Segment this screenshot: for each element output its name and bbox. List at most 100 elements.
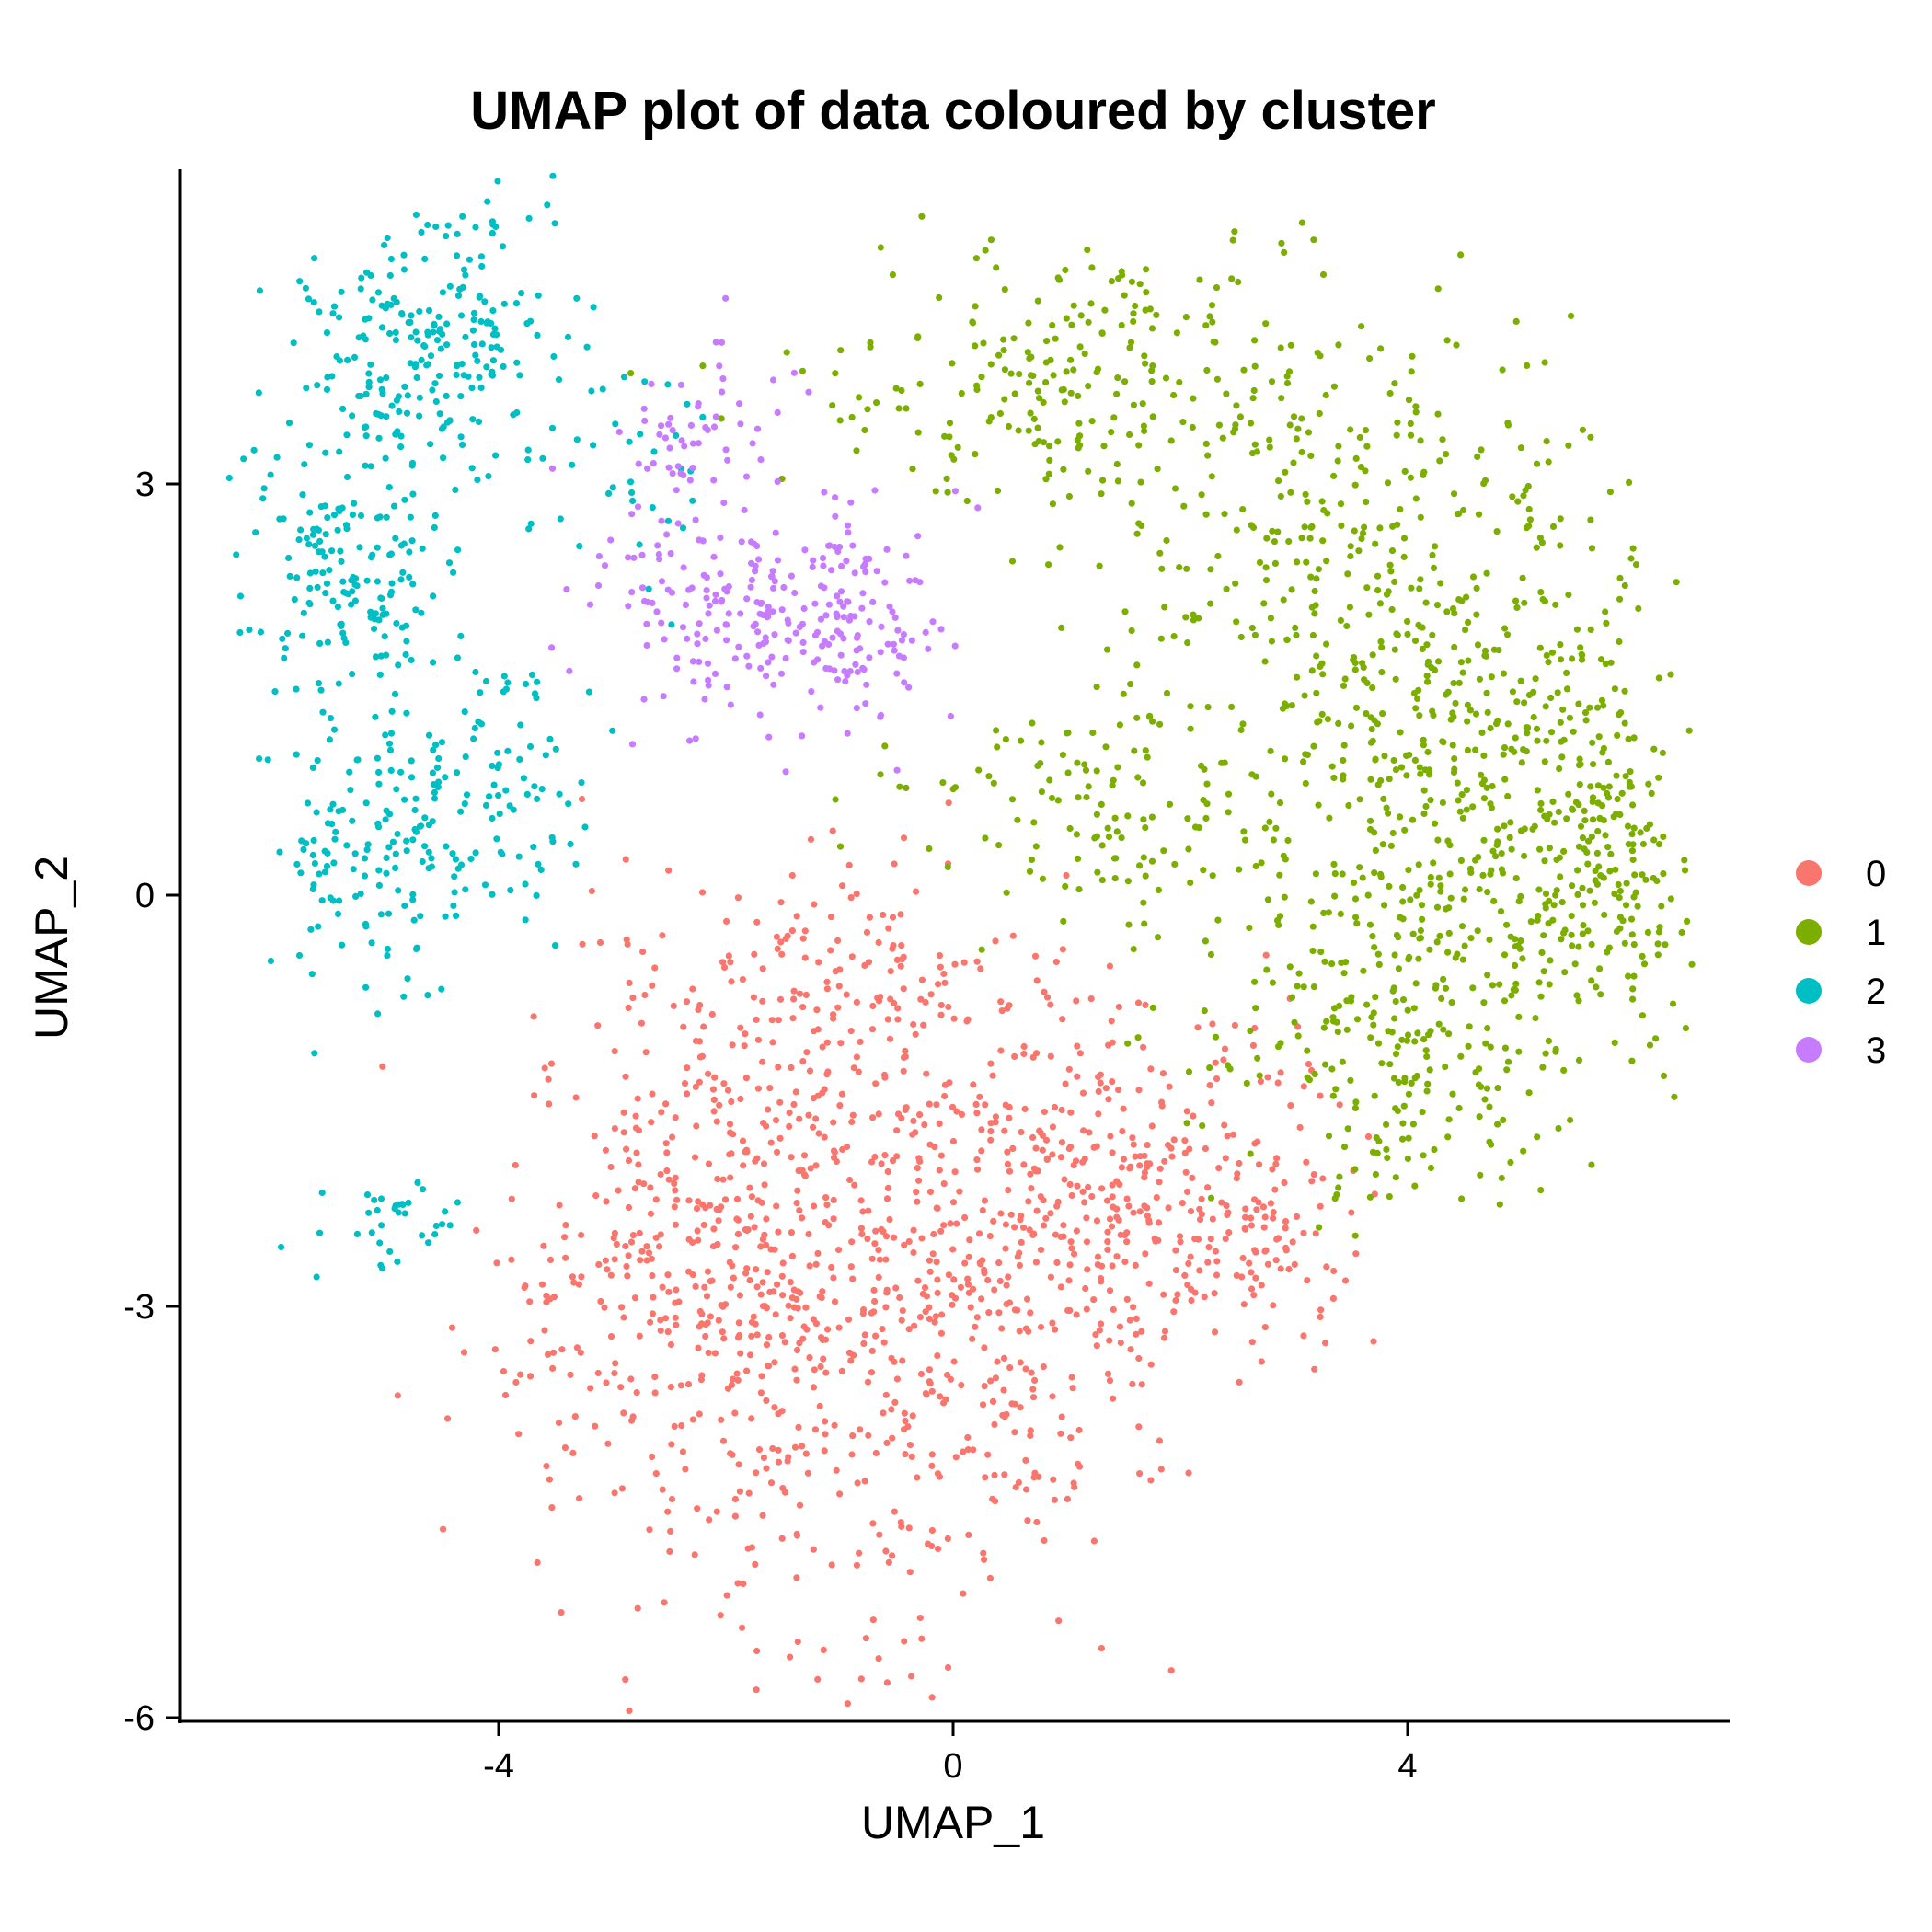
point-cluster-1 xyxy=(1214,552,1222,560)
point-cluster-1 xyxy=(1481,647,1489,655)
point-cluster-0 xyxy=(1323,1263,1330,1271)
point-cluster-2 xyxy=(435,372,443,380)
point-cluster-1 xyxy=(996,409,1004,418)
point-cluster-2 xyxy=(285,420,293,427)
point-cluster-0 xyxy=(855,1068,862,1075)
point-cluster-0 xyxy=(1317,1313,1324,1320)
point-cluster-3 xyxy=(846,668,854,675)
point-cluster-0 xyxy=(788,1252,797,1259)
point-cluster-1 xyxy=(1503,631,1512,638)
point-cluster-0 xyxy=(1147,1065,1155,1073)
point-cluster-1 xyxy=(1494,1085,1501,1092)
point-cluster-0 xyxy=(691,1154,699,1161)
point-cluster-1 xyxy=(1139,400,1146,408)
point-cluster-0 xyxy=(875,1247,882,1254)
point-cluster-1 xyxy=(1549,798,1557,806)
point-cluster-3 xyxy=(677,381,685,388)
point-cluster-0 xyxy=(558,1609,565,1616)
point-cluster-1 xyxy=(1120,690,1127,697)
point-cluster-0 xyxy=(926,1378,933,1386)
point-cluster-1 xyxy=(1383,1145,1390,1153)
point-cluster-2 xyxy=(354,756,362,764)
point-cluster-1 xyxy=(1533,544,1540,551)
point-cluster-2 xyxy=(636,541,643,548)
point-cluster-0 xyxy=(769,1444,776,1453)
point-cluster-3 xyxy=(772,529,779,536)
point-cluster-2 xyxy=(416,307,423,316)
point-cluster-0 xyxy=(853,1053,861,1061)
point-cluster-0 xyxy=(880,1228,887,1236)
point-cluster-3 xyxy=(712,591,719,598)
point-cluster-2 xyxy=(419,1186,427,1193)
point-cluster-2 xyxy=(323,862,331,870)
point-cluster-3 xyxy=(663,531,671,538)
point-cluster-1 xyxy=(1401,826,1409,834)
point-cluster-0 xyxy=(849,1111,857,1119)
point-cluster-0 xyxy=(1159,1070,1167,1077)
point-cluster-0 xyxy=(947,1220,954,1227)
chart-title: UMAP plot of data coloured by cluster xyxy=(470,81,1436,141)
point-cluster-1 xyxy=(1543,737,1550,744)
point-cluster-2 xyxy=(387,550,395,558)
point-cluster-2 xyxy=(424,221,431,229)
point-cluster-0 xyxy=(837,1040,845,1047)
point-cluster-1 xyxy=(1616,574,1624,582)
point-cluster-0 xyxy=(861,961,868,969)
point-cluster-1 xyxy=(1430,564,1438,572)
legend-key-cluster-2 xyxy=(1796,978,1822,1004)
point-cluster-0 xyxy=(899,1357,906,1364)
series-cluster-1 xyxy=(627,213,1696,1239)
point-cluster-0 xyxy=(1136,1208,1144,1215)
point-cluster-0 xyxy=(961,1259,969,1267)
point-cluster-2 xyxy=(364,841,372,848)
point-cluster-0 xyxy=(1240,1301,1248,1308)
point-cluster-1 xyxy=(1098,842,1106,849)
point-cluster-2 xyxy=(446,282,454,290)
point-cluster-1 xyxy=(987,361,995,368)
point-cluster-0 xyxy=(671,1203,678,1211)
point-cluster-1 xyxy=(1064,730,1071,737)
point-cluster-0 xyxy=(702,1332,709,1340)
point-cluster-0 xyxy=(893,956,902,963)
point-cluster-1 xyxy=(1108,278,1115,285)
point-cluster-0 xyxy=(916,1314,925,1321)
point-cluster-1 xyxy=(982,247,989,254)
point-cluster-1 xyxy=(1293,631,1300,639)
point-cluster-0 xyxy=(849,1275,857,1282)
point-cluster-1 xyxy=(1515,1013,1523,1020)
point-cluster-0 xyxy=(914,1474,921,1481)
point-cluster-3 xyxy=(722,621,730,628)
point-cluster-1 xyxy=(1133,661,1141,669)
point-cluster-0 xyxy=(1352,1250,1360,1258)
point-cluster-1 xyxy=(1102,743,1110,751)
point-cluster-2 xyxy=(398,311,406,318)
point-cluster-0 xyxy=(910,1117,917,1124)
point-cluster-1 xyxy=(1322,391,1329,399)
point-cluster-1 xyxy=(1490,646,1498,653)
point-cluster-0 xyxy=(949,1199,958,1206)
point-cluster-0 xyxy=(759,965,766,972)
point-cluster-0 xyxy=(1127,1163,1134,1170)
point-cluster-2 xyxy=(512,300,521,307)
point-cluster-2 xyxy=(489,229,496,236)
point-cluster-0 xyxy=(934,1276,941,1283)
point-cluster-0 xyxy=(884,1016,891,1023)
point-cluster-2 xyxy=(453,252,461,259)
point-cluster-0 xyxy=(811,1366,818,1374)
point-cluster-0 xyxy=(604,1440,612,1447)
point-cluster-3 xyxy=(625,603,632,610)
point-cluster-2 xyxy=(431,788,438,797)
point-cluster-1 xyxy=(1420,736,1427,743)
point-cluster-2 xyxy=(377,1261,385,1269)
point-cluster-0 xyxy=(909,1412,916,1420)
point-cluster-3 xyxy=(851,613,858,620)
point-cluster-0 xyxy=(901,1409,908,1417)
point-cluster-0 xyxy=(546,1476,554,1483)
point-cluster-2 xyxy=(504,679,512,686)
point-cluster-1 xyxy=(1068,321,1075,328)
point-cluster-2 xyxy=(649,504,656,512)
point-cluster-1 xyxy=(1523,524,1530,532)
point-cluster-2 xyxy=(255,389,262,397)
point-cluster-0 xyxy=(989,1495,996,1502)
point-cluster-1 xyxy=(1458,597,1466,604)
